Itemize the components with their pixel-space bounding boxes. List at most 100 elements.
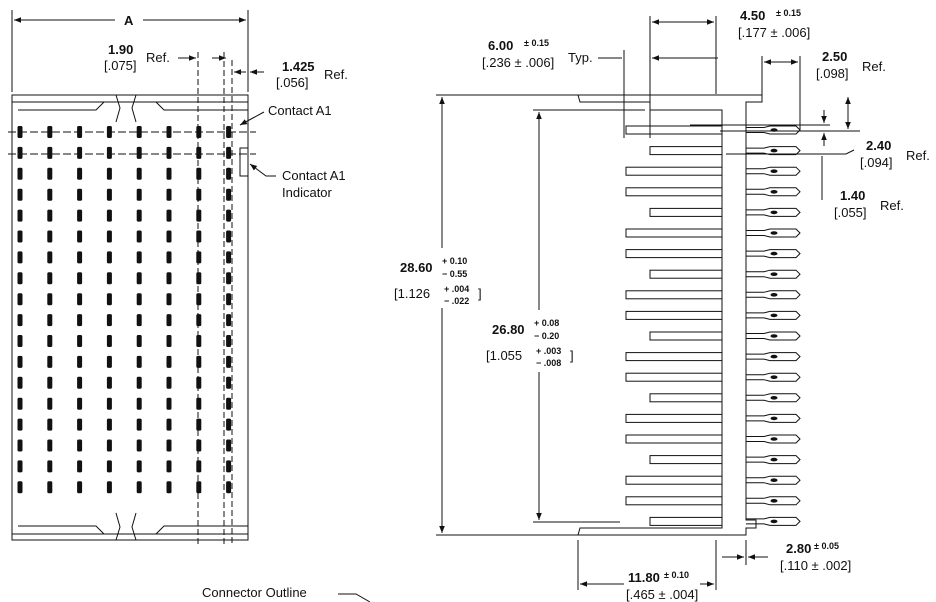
- contact-hole: [106, 481, 112, 494]
- contact-hole: [136, 481, 142, 494]
- inner-contact: [625, 434, 723, 444]
- dim-450-value: 4.50: [740, 8, 765, 23]
- contact-hole: [226, 230, 232, 243]
- contact-hole: [77, 376, 83, 389]
- contact-hole: [17, 481, 23, 494]
- contact-hole: [226, 188, 232, 201]
- dim-240-suffix: Ref.: [906, 148, 930, 163]
- dim-240-inch: [.094]: [860, 155, 893, 170]
- contact-hole: [106, 335, 112, 347]
- top-view-key-top: [115, 94, 137, 123]
- contact-hole: [226, 418, 232, 431]
- contact-hole: [196, 335, 202, 347]
- contact-hole: [196, 293, 202, 306]
- connector-outline-caption: Connector Outline: [202, 585, 307, 600]
- contact-hole: [136, 230, 142, 243]
- pin-eye: [770, 148, 778, 153]
- dim-2680-inch-minus: − .008: [536, 358, 561, 368]
- contact-hole: [17, 418, 23, 431]
- contact-hole: [106, 188, 112, 201]
- pin-eye: [770, 478, 778, 483]
- contact-hole: [47, 335, 53, 347]
- contact-hole: [136, 418, 142, 431]
- top-view: [8, 10, 276, 545]
- contact-hole: [226, 146, 232, 159]
- contact-hole: [136, 397, 142, 410]
- contact-hole: [136, 460, 142, 473]
- contact-hole: [77, 418, 83, 431]
- tail-pin: [746, 331, 801, 341]
- dim-600-tol: ± 0.15: [524, 38, 549, 48]
- contact-hole: [106, 439, 112, 452]
- contact-hole: [136, 146, 142, 159]
- dim-190-value: 1.90: [108, 42, 133, 57]
- contact-hole: [106, 397, 112, 410]
- pin-eye: [770, 354, 778, 359]
- contact-hole: [47, 209, 53, 222]
- contact-hole: [226, 167, 232, 180]
- tail-pin: [746, 290, 801, 300]
- dim-2860-inch-plus: + .004: [444, 284, 469, 294]
- contact-hole: [196, 439, 202, 452]
- indicator-label-line1: Contact A1: [282, 168, 346, 183]
- dim-2860-inch: [1.126: [394, 286, 430, 301]
- inner-contact: [625, 228, 723, 238]
- contact-hole: [77, 335, 83, 347]
- contact-hole: [226, 460, 232, 473]
- dim-1425-value: 1.425: [282, 59, 315, 74]
- dim-a-label: A: [124, 13, 134, 28]
- inner-contact: [649, 393, 723, 403]
- contact-hole: [166, 314, 172, 327]
- contact-hole: [106, 418, 112, 431]
- contact-hole: [136, 355, 142, 368]
- contact-hole: [106, 293, 112, 306]
- contact-hole: [196, 397, 202, 410]
- contact-hole: [47, 251, 53, 264]
- inner-contact: [649, 207, 723, 217]
- contact-hole: [196, 376, 202, 389]
- tail-pin: [746, 310, 801, 320]
- contact-hole: [47, 146, 53, 159]
- indicator-label-line2: Indicator: [282, 185, 333, 200]
- tail-pin: [746, 125, 801, 135]
- dim-240-value: 2.40: [866, 138, 891, 153]
- dim-280-inch: [.110 ± .002]: [780, 558, 851, 573]
- contact-hole: [47, 293, 53, 306]
- pin-eye: [770, 457, 778, 462]
- contact-hole: [17, 230, 23, 243]
- contact-hole: [17, 439, 23, 452]
- tail-pin: [746, 475, 801, 485]
- top-view-top-ledge: [12, 101, 248, 111]
- contact-hole: [77, 251, 83, 264]
- contact-hole: [136, 251, 142, 264]
- contact-hole: [47, 481, 53, 494]
- contact-hole: [136, 314, 142, 327]
- contact-hole: [196, 355, 202, 368]
- dim-140-value: 1.40: [840, 188, 865, 203]
- contact-hole: [136, 439, 142, 452]
- dim-2680-inch-close: ]: [570, 348, 574, 363]
- contact-hole: [136, 335, 142, 347]
- contact-hole: [226, 439, 232, 452]
- contact-hole: [47, 397, 53, 410]
- contact-hole: [136, 209, 142, 222]
- contact-hole: [47, 188, 53, 201]
- contact-hole: [77, 209, 83, 222]
- contact-hole: [226, 126, 232, 138]
- contact-hole: [47, 167, 53, 180]
- tail-pin: [746, 455, 801, 465]
- contact-hole: [166, 146, 172, 159]
- inner-contact: [625, 166, 723, 176]
- contact-hole: [47, 314, 53, 327]
- contact-hole: [166, 397, 172, 410]
- tail-pin: [746, 352, 801, 362]
- contact-hole: [166, 272, 172, 285]
- tail-pin: [746, 434, 801, 444]
- pin-eye: [770, 375, 778, 380]
- dim-280-value: 2.80: [786, 541, 811, 556]
- inner-contact: [625, 290, 723, 300]
- pin-eye: [770, 190, 778, 194]
- contact-hole: [106, 376, 112, 389]
- dim-2680-tol-minus: − 0.20: [534, 331, 559, 341]
- contact-hole: [17, 272, 23, 285]
